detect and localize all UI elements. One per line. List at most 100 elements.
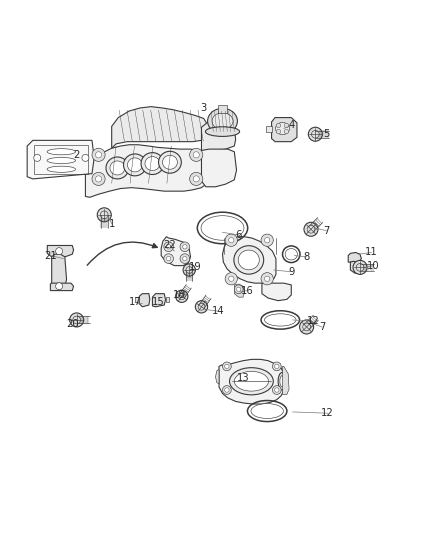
Polygon shape — [152, 294, 166, 307]
Text: 5: 5 — [323, 129, 329, 139]
Circle shape — [229, 276, 234, 281]
Text: 13: 13 — [237, 373, 249, 383]
Polygon shape — [135, 297, 139, 302]
Circle shape — [95, 152, 102, 158]
Ellipse shape — [47, 149, 76, 155]
Circle shape — [237, 287, 241, 292]
Polygon shape — [348, 253, 361, 262]
Ellipse shape — [201, 216, 244, 240]
Circle shape — [284, 123, 289, 128]
Circle shape — [308, 127, 322, 141]
Circle shape — [56, 248, 63, 255]
Ellipse shape — [110, 161, 125, 175]
Circle shape — [300, 320, 314, 334]
Circle shape — [95, 176, 102, 182]
Ellipse shape — [285, 248, 297, 260]
Polygon shape — [52, 254, 67, 286]
Ellipse shape — [208, 108, 237, 134]
Ellipse shape — [127, 158, 142, 172]
Circle shape — [225, 234, 237, 246]
Text: 1: 1 — [109, 219, 115, 229]
Circle shape — [234, 285, 243, 294]
Circle shape — [272, 386, 281, 394]
Circle shape — [225, 364, 229, 368]
Circle shape — [97, 208, 111, 222]
Ellipse shape — [230, 368, 273, 395]
Circle shape — [180, 242, 190, 252]
Circle shape — [164, 254, 173, 263]
Text: 15: 15 — [152, 297, 165, 308]
Text: 8: 8 — [304, 252, 310, 262]
Polygon shape — [215, 369, 219, 384]
Circle shape — [353, 260, 367, 274]
Ellipse shape — [212, 113, 233, 130]
Text: 10: 10 — [367, 261, 379, 271]
Polygon shape — [272, 118, 297, 142]
Text: 2: 2 — [74, 150, 80, 160]
Ellipse shape — [234, 372, 268, 391]
Text: 17: 17 — [128, 297, 141, 308]
Ellipse shape — [145, 157, 160, 171]
Polygon shape — [47, 246, 74, 257]
Circle shape — [195, 301, 208, 313]
Text: 21: 21 — [44, 251, 57, 261]
Circle shape — [176, 290, 188, 302]
Circle shape — [229, 238, 234, 243]
Ellipse shape — [47, 157, 76, 164]
Circle shape — [166, 256, 171, 261]
Polygon shape — [350, 261, 361, 273]
Circle shape — [166, 245, 171, 249]
Circle shape — [272, 362, 281, 371]
Circle shape — [276, 130, 281, 134]
Ellipse shape — [265, 314, 296, 326]
Circle shape — [190, 172, 203, 185]
Circle shape — [92, 148, 105, 161]
Circle shape — [183, 245, 187, 249]
Circle shape — [56, 282, 63, 290]
Circle shape — [275, 388, 279, 392]
Circle shape — [284, 130, 289, 134]
Ellipse shape — [205, 127, 240, 136]
Circle shape — [261, 234, 273, 246]
Circle shape — [180, 254, 190, 263]
Circle shape — [164, 242, 173, 252]
Text: 6: 6 — [236, 230, 242, 240]
Circle shape — [183, 264, 195, 276]
Polygon shape — [219, 359, 284, 404]
Polygon shape — [112, 107, 208, 148]
Ellipse shape — [278, 373, 286, 390]
Circle shape — [34, 155, 41, 161]
Polygon shape — [218, 106, 227, 113]
Ellipse shape — [276, 123, 290, 135]
Circle shape — [193, 176, 199, 182]
Circle shape — [304, 222, 318, 236]
Polygon shape — [266, 126, 272, 132]
Ellipse shape — [280, 376, 284, 387]
Circle shape — [70, 313, 84, 327]
Text: 7: 7 — [323, 225, 329, 236]
Polygon shape — [234, 284, 244, 297]
Circle shape — [265, 238, 270, 243]
Text: 9: 9 — [288, 266, 294, 277]
Text: 20: 20 — [66, 319, 78, 329]
Circle shape — [82, 155, 89, 161]
Circle shape — [223, 386, 231, 394]
Polygon shape — [201, 149, 237, 187]
Polygon shape — [85, 145, 210, 197]
Circle shape — [276, 123, 281, 128]
Circle shape — [223, 362, 231, 371]
Ellipse shape — [251, 403, 283, 418]
Text: 7: 7 — [319, 322, 325, 332]
Circle shape — [261, 273, 273, 285]
Circle shape — [225, 388, 229, 392]
Ellipse shape — [106, 157, 129, 179]
Circle shape — [265, 276, 270, 281]
Ellipse shape — [141, 152, 164, 174]
Text: 22: 22 — [163, 240, 177, 251]
Polygon shape — [27, 140, 94, 179]
Text: 12: 12 — [307, 316, 320, 326]
Text: 14: 14 — [212, 306, 224, 316]
Text: 4: 4 — [288, 120, 294, 131]
Ellipse shape — [234, 246, 264, 274]
Polygon shape — [283, 366, 289, 394]
